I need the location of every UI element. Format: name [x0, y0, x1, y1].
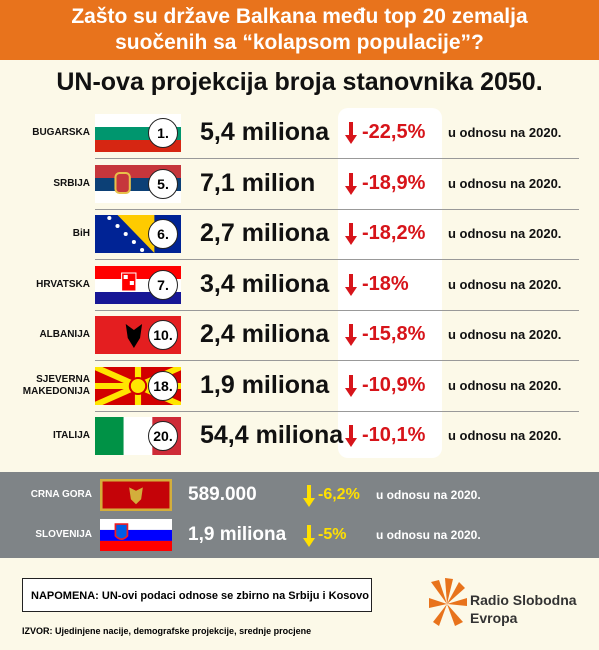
header: Zašto su države Balkana među top 20 zema…	[0, 0, 599, 60]
others-band	[0, 472, 599, 558]
population: 5,4 miliona	[200, 118, 330, 146]
note: u odnosu na 2020.	[448, 428, 562, 443]
note: u odnosu na 2020.	[376, 528, 481, 542]
population: 7,1 milion	[200, 168, 316, 197]
separator	[95, 309, 579, 311]
flag	[100, 519, 172, 551]
country: ALBANIJA	[39, 329, 90, 340]
down-arrow	[303, 525, 315, 547]
down-arrow	[345, 273, 357, 296]
logo-text: Evropa	[470, 610, 518, 626]
down-arrow	[345, 425, 357, 447]
change: -18,9%	[362, 171, 426, 194]
title-line: Zašto su države Balkana među top 20 zema…	[71, 5, 528, 28]
down-arrow	[345, 122, 357, 144]
change: -18,2%	[362, 222, 426, 244]
separator	[95, 158, 579, 159]
country: CRNA GORA	[30, 489, 92, 500]
population: 54,4 miliona	[200, 421, 344, 449]
change: -22,5%	[362, 121, 426, 143]
note: u odnosu na 2020.	[448, 327, 562, 342]
rank-badge: 7.	[148, 269, 178, 300]
source: IZVOR: Ujedinjene nacije, demografske pr…	[22, 626, 312, 636]
population: 589.000	[188, 484, 257, 505]
down-arrow	[345, 374, 357, 397]
country: HRVATSKA	[36, 278, 90, 290]
rank-badge: 1.	[148, 118, 178, 148]
rank-badge: 10.	[148, 320, 178, 350]
country: ITALIJA	[52, 430, 90, 441]
rank-badge: 18.	[148, 370, 178, 401]
separator	[95, 259, 579, 260]
down-arrow	[345, 172, 357, 195]
change: -18%	[362, 272, 409, 295]
change-column	[338, 108, 442, 458]
separator	[95, 360, 579, 361]
note: NAPOMENA: UN-ovi podaci odnose se zbirno…	[22, 578, 372, 612]
down-arrow	[345, 324, 357, 346]
country: SJEVERNA MAKEDONIJA	[22, 373, 90, 397]
change: -5%	[318, 526, 347, 543]
separator	[95, 208, 579, 210]
country: BUGARSKA	[32, 127, 90, 138]
rank-badge: 20.	[148, 421, 178, 451]
change: -15,8%	[362, 323, 426, 345]
flag	[100, 479, 172, 511]
rank-badge: 6.	[148, 219, 178, 249]
down-arrow	[303, 485, 315, 507]
note: u odnosu na 2020.	[448, 226, 562, 241]
note: u odnosu na 2020.	[448, 125, 562, 140]
note: u odnosu na 2020.	[448, 175, 562, 191]
population: 1,9 miliona	[200, 370, 330, 399]
country: SLOVENIJA	[35, 529, 92, 540]
population: 3,4 miliona	[200, 269, 330, 298]
note: u odnosu na 2020.	[448, 377, 562, 393]
change: -10,9%	[362, 373, 426, 396]
country: SRBIJA	[53, 177, 90, 189]
country: BiH	[72, 228, 90, 239]
title-line: suočenih sa “kolapsom populacije”?	[115, 31, 484, 54]
population: 1,9 miliona	[188, 524, 287, 545]
separator	[95, 410, 579, 412]
note: u odnosu na 2020.	[376, 488, 481, 502]
subtitle: UN-ova projekcija broja stanovnika 2050.	[56, 68, 543, 96]
logo-text: Radio Slobodna	[470, 592, 577, 608]
population: 2,4 miliona	[200, 320, 330, 348]
down-arrow	[345, 223, 357, 245]
change: -6,2%	[318, 486, 360, 503]
note: u odnosu na 2020.	[448, 276, 562, 292]
population: 2,7 miliona	[200, 219, 330, 247]
change: -10,1%	[362, 424, 426, 446]
logo-mark	[429, 578, 467, 626]
rank-badge: 5.	[148, 168, 178, 199]
